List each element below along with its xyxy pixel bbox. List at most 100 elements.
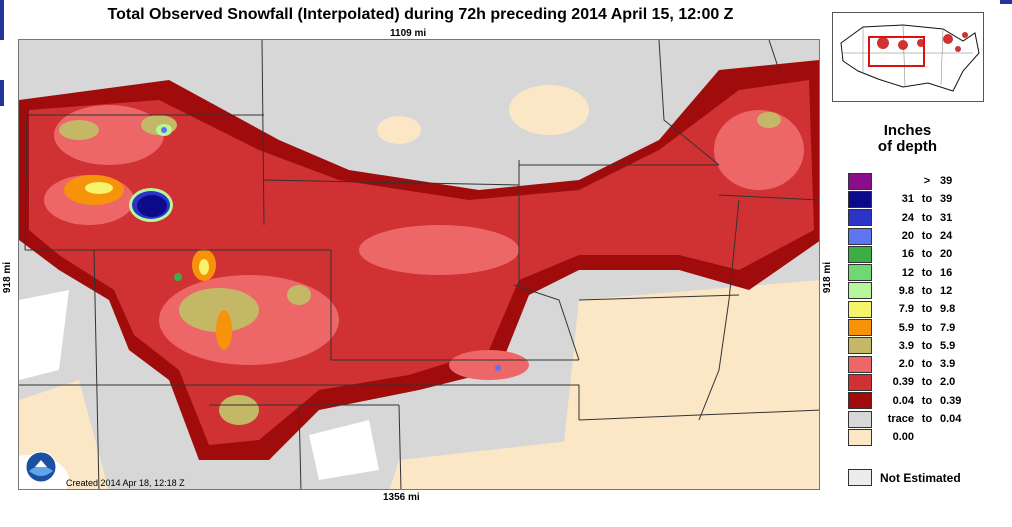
legend-label-lo: 9.8: [898, 284, 914, 297]
legend-label-to: to: [921, 321, 933, 334]
legend-label: 24 to 31: [876, 212, 976, 224]
legend-label-hi: 5.9: [940, 339, 956, 352]
legend-label-to: to: [921, 230, 933, 243]
legend-label-lo: 5.9: [898, 321, 914, 334]
legend-swatch: [848, 355, 872, 373]
legend-row: 0.39 to 2.0: [848, 373, 976, 391]
legend-label-to: to: [921, 266, 933, 279]
distance-right: 918 mi: [822, 262, 833, 294]
legend-label-to: to: [921, 248, 933, 261]
window-edge: [0, 80, 4, 106]
legend-label-to: to: [921, 376, 933, 389]
legend-label-hi: 2.0: [940, 376, 956, 389]
window-edge: [0, 0, 4, 40]
legend-row: 3.9 to 5.9: [848, 337, 976, 355]
legend-swatch: [848, 245, 872, 263]
legend-row: 24 to 31: [848, 209, 976, 227]
legend-label-lo: 2.0: [898, 358, 914, 371]
legend-row: trace to 0.04: [848, 410, 976, 428]
legend-swatch: [848, 319, 872, 337]
map-title: Total Observed Snowfall (Interpolated) d…: [107, 6, 734, 23]
legend-label-to: to: [921, 413, 933, 425]
legend-label-hi: 20: [940, 248, 953, 261]
distance-left: 918 mi: [2, 262, 13, 294]
legend-label: 3.9 to 5.9: [876, 340, 976, 352]
distance-top: 1109 mi: [390, 28, 427, 39]
legend-label-hi: 24: [940, 230, 953, 243]
legend-label-to: to: [921, 303, 933, 316]
legend-swatch: [848, 190, 872, 208]
legend-label: 9.8 to 12: [876, 285, 976, 297]
legend-title: Inches of depth: [850, 123, 965, 155]
legend-label: 5.9 to 7.9: [876, 322, 976, 334]
legend-label: 2.0 to 3.9: [876, 358, 976, 370]
legend-label-to: >: [923, 175, 931, 188]
legend: >39 31 to 39 24 to 31 20 to 24 16 to 20 12 to 16 9.8 to 12…: [848, 172, 976, 446]
legend-label-hi: 3.9: [940, 358, 956, 371]
legend-row: >39: [848, 172, 976, 190]
legend-swatch: [848, 410, 872, 428]
legend-label: 0.00: [876, 431, 976, 443]
legend-swatch: [848, 172, 872, 190]
legend-label: trace to 0.04: [876, 413, 976, 425]
legend-row: 0.00: [848, 428, 976, 446]
noaa-logo-icon: [25, 451, 57, 483]
legend-label-to: to: [921, 211, 933, 224]
legend-label-lo: trace: [887, 413, 914, 425]
legend-label: 16 to 20: [876, 248, 976, 260]
legend-label: 0.39 to 2.0: [876, 376, 976, 388]
legend-row: 7.9 to 9.8: [848, 300, 976, 318]
legend-label-not-estimated: Not Estimated: [880, 470, 961, 485]
legend-label-hi: 0.04: [940, 413, 962, 425]
legend-label-lo: 16: [901, 248, 914, 261]
legend-swatch: [848, 209, 872, 227]
legend-title-line1: Inches: [883, 122, 932, 139]
snowfall-map[interactable]: [18, 39, 820, 490]
legend-row: 16 to 20: [848, 245, 976, 263]
window-edge: [1000, 0, 1012, 4]
legend-swatch: [848, 300, 872, 318]
snowfall-map-graphic: [19, 40, 819, 489]
legend-label-to: to: [921, 193, 933, 206]
legend-label: 7.9 to 9.8: [876, 303, 976, 315]
legend-label-lo: 31: [901, 193, 914, 206]
legend-label: 12 to 16: [876, 267, 976, 279]
legend-row: 0.04 to 0.39: [848, 392, 976, 410]
legend-label-hi: 9.8: [940, 303, 956, 316]
legend-label-lo: 20: [901, 230, 914, 243]
legend-row: 31 to 39: [848, 190, 976, 208]
legend-label-to: to: [921, 339, 933, 352]
legend-label-hi: 39: [940, 175, 953, 188]
legend-label: 0.04 to 0.39: [876, 395, 976, 407]
legend-swatch: [848, 227, 872, 245]
legend-title-line2: of depth: [877, 138, 938, 155]
legend-label: >39: [876, 175, 976, 187]
legend-row: 12 to 16: [848, 263, 976, 282]
overview-inset-map[interactable]: [832, 12, 984, 102]
legend-label-hi: 16: [940, 266, 953, 279]
legend-row: 2.0 to 3.9: [848, 355, 976, 373]
legend-label-lo: 0.39: [892, 376, 914, 389]
legend-label: 20 to 24: [876, 230, 976, 242]
legend-swatch: [848, 373, 872, 391]
legend-swatch: [848, 264, 872, 282]
legend-label-hi: 7.9: [940, 321, 956, 334]
legend-row: 9.8 to 12: [848, 282, 976, 300]
legend-label-to: to: [921, 358, 933, 371]
legend-row: 20 to 24: [848, 227, 976, 245]
created-timestamp: Created 2014 Apr 18, 12:18 Z: [66, 478, 185, 488]
legend-label-lo: 12: [901, 266, 914, 279]
legend-label-lo: 7.9: [898, 303, 914, 316]
legend-label-hi: 31: [940, 211, 953, 224]
legend-swatch: [848, 337, 872, 355]
legend-label-hi: 0.39: [940, 394, 962, 407]
overview-inset-graphic: [833, 13, 983, 101]
legend-label-hi: 12: [940, 284, 953, 297]
legend-label-to: to: [921, 394, 933, 407]
legend-label-hi: 39: [940, 193, 953, 206]
legend-swatch: [848, 428, 872, 446]
legend-label-lo: 0.00: [892, 431, 914, 444]
distance-bottom: 1356 mi: [383, 492, 420, 503]
legend-label-to: to: [921, 284, 933, 297]
legend-label: 31 to 39: [876, 193, 976, 205]
